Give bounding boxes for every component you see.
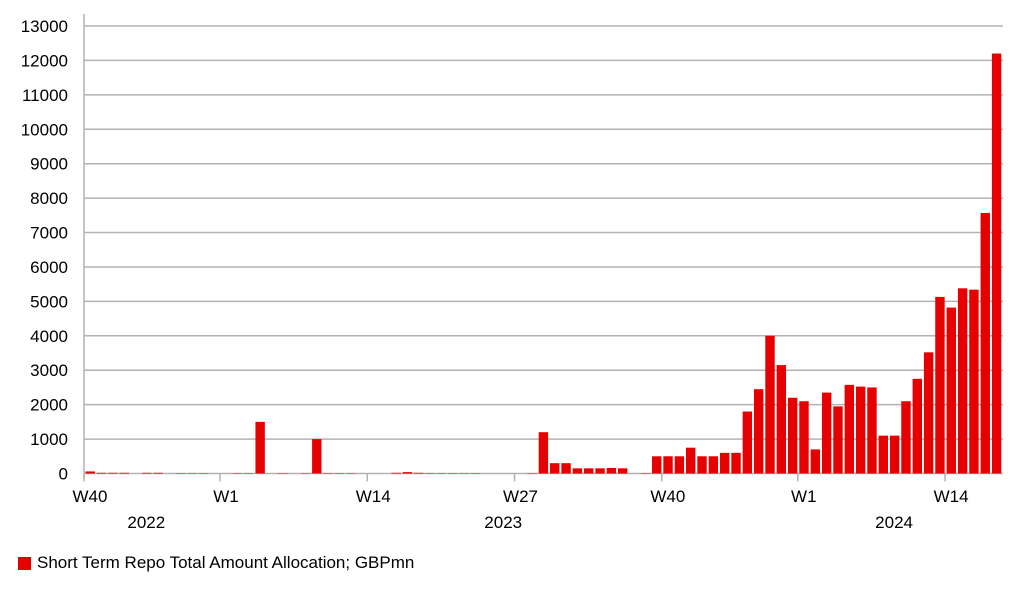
bar [606, 467, 617, 474]
bar [991, 53, 1002, 474]
bar [685, 447, 696, 474]
y-tick-label: 5000 [30, 292, 68, 311]
y-tick-label: 3000 [30, 361, 68, 380]
y-tick-label: 4000 [30, 327, 68, 346]
bar [923, 352, 934, 474]
bar [618, 468, 628, 474]
bar [787, 397, 798, 474]
x-tick-label: W1 [791, 487, 817, 506]
y-tick-label: 1000 [30, 430, 68, 449]
bar [255, 421, 265, 474]
y-tick-label: 12000 [21, 51, 68, 70]
x-tick-label: W40 [650, 487, 685, 506]
bar [776, 365, 787, 474]
x-tick-label: W27 [503, 487, 538, 506]
bar [312, 439, 322, 474]
bar [969, 289, 979, 474]
bar [572, 468, 583, 474]
bar [901, 401, 911, 474]
bar [889, 435, 900, 474]
bar [108, 472, 118, 474]
year-label: 2023 [484, 513, 522, 532]
bar [652, 456, 662, 474]
y-tick-label: 8000 [30, 189, 68, 208]
bar [912, 378, 922, 474]
legend-label: Short Term Repo Total Amount Allocation;… [37, 553, 415, 572]
bar [153, 472, 163, 474]
bar [142, 472, 152, 474]
bar [946, 307, 956, 474]
bar [731, 452, 741, 474]
year-label: 2022 [127, 513, 165, 532]
y-tick-label: 9000 [30, 155, 68, 174]
y-tick-label: 0 [59, 465, 68, 484]
bar [663, 456, 673, 474]
legend-swatch [18, 556, 31, 570]
bar [855, 386, 866, 474]
bar [584, 468, 594, 474]
bar [538, 432, 549, 474]
x-tick-label: W1 [213, 487, 239, 506]
bar [957, 288, 968, 474]
bar [697, 456, 707, 474]
bar [85, 471, 95, 474]
bar [821, 392, 832, 474]
y-tick-label: 13000 [21, 17, 68, 36]
bar [799, 401, 809, 474]
bar [844, 384, 855, 474]
legend: Short Term Repo Total Amount Allocation;… [18, 553, 414, 573]
y-tick-label: 6000 [30, 258, 68, 277]
bar [867, 387, 877, 474]
y-tick-label: 7000 [30, 224, 68, 243]
y-tick-label: 11000 [22, 86, 68, 105]
bar [810, 449, 821, 474]
bar [119, 472, 129, 474]
x-tick-label: W14 [356, 487, 391, 506]
bar [402, 472, 413, 474]
bar [742, 411, 753, 474]
bar [878, 435, 888, 474]
bar [753, 389, 764, 474]
y-tick-label: 10000 [21, 120, 68, 139]
x-tick-label: W40 [73, 487, 108, 506]
bar [561, 463, 571, 474]
bar [935, 296, 945, 474]
y-tick-label: 2000 [30, 396, 68, 415]
bar [765, 335, 775, 474]
bar [550, 463, 560, 474]
bar [833, 406, 843, 474]
year-label: 2024 [875, 513, 913, 532]
bar [980, 212, 990, 474]
x-tick-label: W14 [934, 487, 969, 506]
bar [674, 456, 685, 474]
bar [391, 472, 401, 474]
bar [719, 452, 730, 474]
bar [414, 472, 424, 474]
bar [708, 456, 719, 474]
bar [595, 468, 605, 474]
bar [96, 472, 107, 474]
